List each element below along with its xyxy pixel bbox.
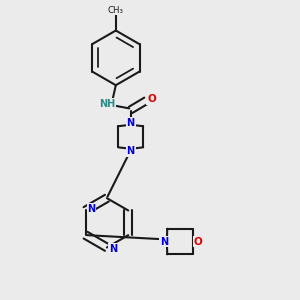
Text: O: O: [147, 94, 156, 104]
Text: N: N: [127, 146, 135, 156]
Text: NH: NH: [99, 99, 115, 109]
Text: O: O: [194, 236, 203, 247]
Text: N: N: [87, 204, 95, 214]
Text: N: N: [127, 118, 135, 128]
Text: N: N: [109, 244, 117, 254]
Text: CH₃: CH₃: [108, 6, 124, 15]
Text: N: N: [160, 236, 168, 247]
